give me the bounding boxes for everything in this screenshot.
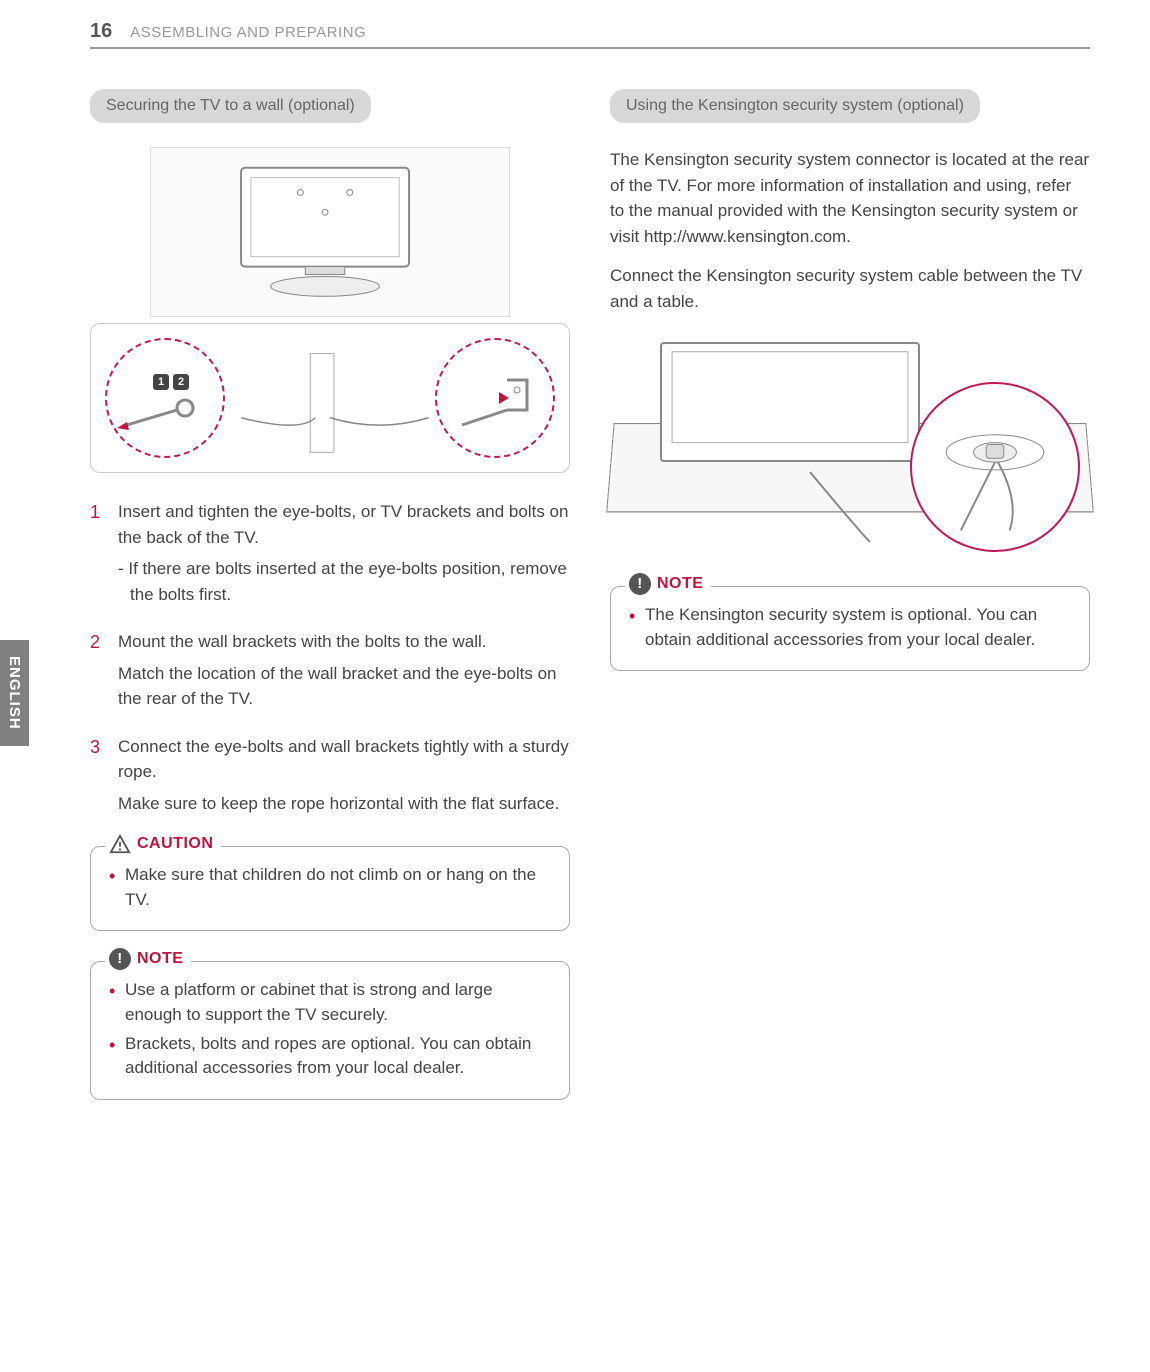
step-number: 2 — [90, 629, 118, 718]
page-number: 16 — [90, 20, 112, 43]
caution-triangle-icon — [109, 833, 131, 855]
step-text: Insert and tighten the eye-bolts, or TV … — [118, 499, 570, 550]
step-3: 3 Connect the eye-bolts and wall bracket… — [90, 734, 570, 823]
bracket-detail-illustration: 1 2 — [90, 323, 570, 473]
manual-page: 16 ASSEMBLING AND PREPARING Securing the… — [0, 0, 1150, 1120]
note-exclamation-icon: ! — [109, 948, 131, 970]
left-column: Securing the TV to a wall (optional) 1 — [90, 89, 570, 1100]
step-text: Connect the eye-bolts and wall brackets … — [118, 734, 570, 785]
kensington-illustration — [610, 332, 1090, 562]
tv-wall-illustration — [150, 147, 510, 317]
step-number: 3 — [90, 734, 118, 823]
note-label: NOTE — [137, 947, 183, 970]
step-subtext: Make sure to keep the rope horizontal wi… — [118, 791, 570, 817]
page-header: 16 ASSEMBLING AND PREPARING — [90, 20, 1090, 49]
caution-title: CAUTION — [105, 832, 221, 855]
body-paragraph: The Kensington security system connector… — [610, 147, 1090, 249]
note-item: Use a platform or cabinet that is strong… — [109, 978, 551, 1027]
body-paragraph: Connect the Kensington security system c… — [610, 263, 1090, 314]
note-exclamation-icon: ! — [629, 573, 651, 595]
note-item: The Kensington security system is option… — [629, 603, 1071, 652]
caution-item: Make sure that children do not climb on … — [109, 863, 551, 912]
step-text: Mount the wall brackets with the bolts t… — [118, 629, 570, 655]
section-title: ASSEMBLING AND PREPARING — [130, 24, 366, 41]
right-column: Using the Kensington security system (op… — [610, 89, 1090, 1100]
step-1: 1 Insert and tighten the eye-bolts, or T… — [90, 499, 570, 613]
step-2: 2 Mount the wall brackets with the bolts… — [90, 629, 570, 718]
note-item: Brackets, bolts and ropes are optional. … — [109, 1032, 551, 1081]
note-box: ! NOTE Use a platform or cabinet that is… — [90, 961, 570, 1100]
note-title: ! NOTE — [105, 947, 191, 970]
caution-label: CAUTION — [137, 832, 213, 855]
subsection-heading: Using the Kensington security system (op… — [610, 89, 980, 123]
note-title: ! NOTE — [625, 572, 711, 595]
step-subtext: Match the location of the wall bracket a… — [118, 661, 570, 712]
step-subtext: - If there are bolts inserted at the eye… — [118, 556, 570, 607]
caution-box: CAUTION Make sure that children do not c… — [90, 846, 570, 931]
instruction-steps: 1 Insert and tighten the eye-bolts, or T… — [90, 499, 570, 822]
step-number: 1 — [90, 499, 118, 613]
subsection-heading: Securing the TV to a wall (optional) — [90, 89, 371, 123]
note-box: ! NOTE The Kensington security system is… — [610, 586, 1090, 671]
note-label: NOTE — [657, 572, 703, 595]
